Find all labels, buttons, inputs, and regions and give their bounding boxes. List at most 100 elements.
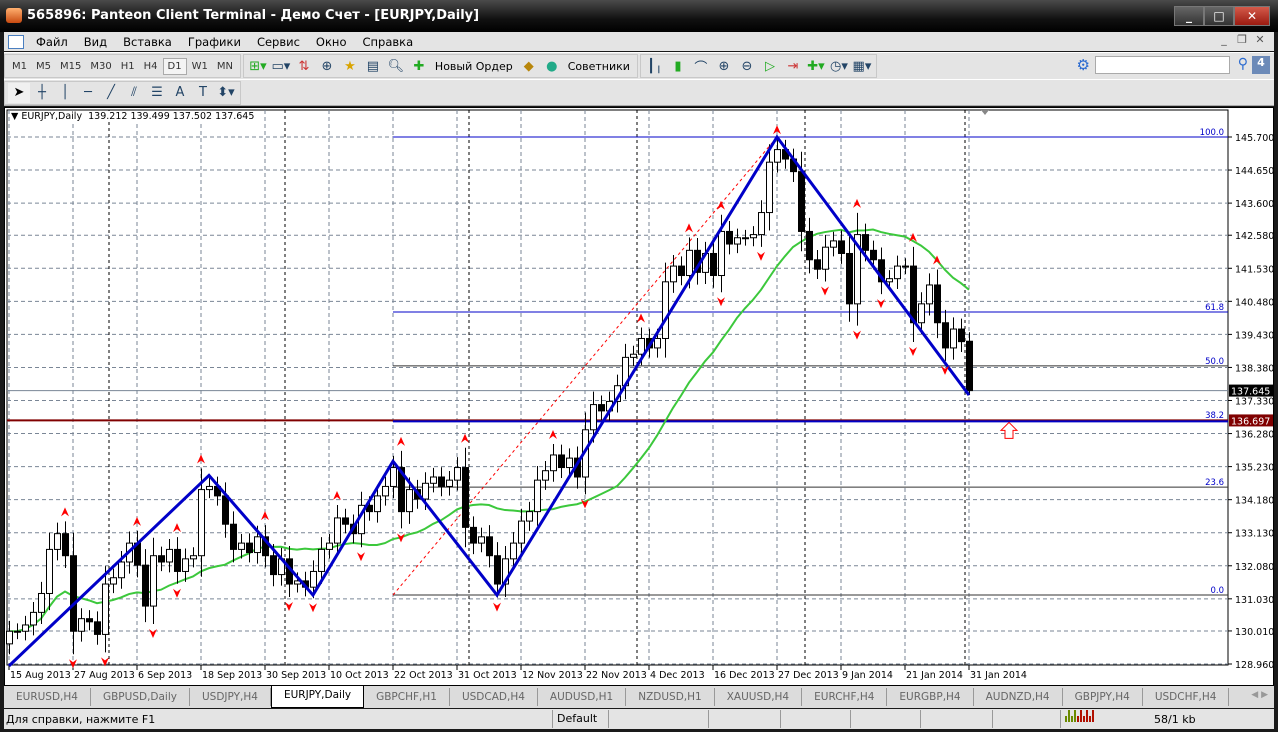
menu-insert[interactable]: Вставка	[123, 34, 172, 49]
maximize-button[interactable]: □	[1204, 6, 1234, 26]
fractal-up-arrow	[685, 223, 693, 233]
zoom-out-icon[interactable]: ⊖	[741, 58, 753, 74]
timeframe-d1[interactable]: D1	[162, 57, 187, 75]
candle	[894, 255, 901, 290]
templates-icon[interactable]: ▦▾	[852, 58, 872, 74]
candle	[734, 228, 741, 254]
candle	[950, 317, 957, 360]
tab-usdcad-h4[interactable]: USDCAD,H4	[450, 688, 538, 706]
search-input[interactable]	[1095, 56, 1230, 74]
chart-window-icon[interactable]	[8, 34, 24, 49]
menu-file[interactable]: Файл	[36, 34, 68, 49]
fibonacci-icon[interactable]: ☰	[151, 85, 163, 100]
menu-window[interactable]: Окно	[315, 34, 347, 49]
favorites-icon[interactable]: ★	[344, 58, 356, 74]
timeframe-m5[interactable]: M5	[36, 60, 51, 72]
arrows-icon[interactable]: ⬍▾	[217, 85, 235, 100]
tab-gbpjpy-h4[interactable]: GBPJPY,H4	[1063, 688, 1143, 706]
candle-body	[342, 517, 349, 525]
zoom-in-icon[interactable]: ⊕	[718, 58, 730, 74]
crosshair-tool-icon[interactable]: ┼	[38, 85, 46, 100]
tab-xauusd-h4[interactable]: XAUUSD,H4	[715, 688, 803, 706]
candle	[30, 601, 37, 636]
tab-eurgbp-h4[interactable]: EURGBP,H4	[887, 688, 974, 706]
mdi-minimize-button[interactable]: _	[1221, 33, 1227, 46]
candle	[510, 532, 517, 570]
auto-scroll-icon[interactable]: ▷	[764, 58, 775, 74]
status-help: Для справки, нажмите F1	[6, 712, 156, 726]
periods-icon[interactable]: ◷▾	[830, 58, 848, 74]
candle-body	[158, 555, 165, 563]
chart-info-label: ▼ EURJPY,Daily 139.212 139.499 137.502 1…	[11, 111, 257, 122]
mdi-close-button[interactable]: ✕	[1255, 33, 1265, 46]
tab-gbpusd-daily[interactable]: GBPUSD,Daily	[91, 688, 190, 706]
x-tick-label: 22 Nov 2013	[586, 670, 647, 681]
tab-eurjpy-daily[interactable]: EURJPY,Daily	[270, 686, 365, 708]
candle-body	[454, 467, 461, 481]
timeframe-h1[interactable]: H1	[120, 60, 135, 72]
candle-body	[502, 558, 509, 585]
minimize-button[interactable]: _	[1174, 6, 1204, 26]
tab-usdjpy-h4[interactable]: USDJPY,H4	[190, 688, 271, 706]
candle-body	[142, 564, 149, 607]
market-watch-icon[interactable]: ⇅	[298, 58, 310, 74]
candle-body	[262, 536, 269, 557]
tab-audusd-h1[interactable]: AUDUSD,H1	[538, 688, 627, 706]
timeframe-w1[interactable]: W1	[191, 60, 208, 72]
settings-gear-icon[interactable]: ⚙	[1076, 56, 1090, 74]
cursor-icon[interactable]: ➤	[8, 82, 30, 103]
indicators-icon[interactable]: ✚▾	[807, 58, 825, 74]
timeframe-mn[interactable]: MN	[216, 60, 233, 72]
chart-shift-icon[interactable]: ⇥	[787, 58, 799, 74]
menu-tools[interactable]: Сервис	[256, 34, 300, 49]
crosshair-icon[interactable]: ⊕	[321, 58, 333, 74]
text-icon[interactable]: A	[175, 85, 185, 100]
line-chart-icon[interactable]: ⌒	[694, 60, 708, 76]
candle	[910, 246, 917, 342]
candle	[630, 345, 637, 366]
new-order-icon[interactable]: ✚	[413, 58, 425, 74]
timeframe-h4[interactable]: H4	[143, 60, 158, 72]
metaeditor-icon[interactable]: ◆	[523, 58, 534, 74]
tab-usdchf-h4[interactable]: USDCHF,H4	[1143, 688, 1230, 706]
candle-body	[678, 265, 685, 277]
new-order-button[interactable]: Новый Ордер	[434, 59, 513, 73]
search-icon[interactable]: ⚲	[1237, 56, 1248, 72]
tab-gbpchf-h1[interactable]: GBPCHF,H1	[364, 688, 450, 706]
horizontal-line-icon[interactable]: ─	[84, 85, 92, 100]
x-tick-label: 22 Oct 2013	[394, 670, 453, 681]
close-button[interactable]: ✕	[1234, 6, 1270, 26]
tab-eurusd-h4[interactable]: EURUSD,H4	[4, 688, 91, 706]
profiles-icon[interactable]: ▭▾	[271, 58, 291, 74]
strategy-tester-icon[interactable]: 🔍︎	[387, 58, 405, 74]
bar-chart-icon[interactable]: ┃╷	[647, 58, 663, 74]
mdi-restore-button[interactable]: ❐	[1237, 33, 1247, 46]
trendline-icon[interactable]: ╱	[107, 85, 115, 100]
terminal-icon[interactable]: ▤	[366, 58, 380, 74]
tab-audnzd-h4[interactable]: AUDNZD,H4	[974, 688, 1063, 706]
menu-help[interactable]: Справка	[362, 34, 414, 49]
tab-scroll-arrows[interactable]: ◀ ▶	[1251, 690, 1268, 700]
candlestick-chart-icon[interactable]: ▮	[674, 58, 682, 74]
chart-window[interactable]: 145.700 144.650 143.600 142.580 141.530 140.4…	[4, 107, 1274, 686]
x-tick-label: 15 Aug 2013	[10, 670, 71, 681]
notifications-badge[interactable]: 4	[1252, 56, 1270, 74]
equidistant-channel-icon[interactable]: ⫽	[131, 85, 137, 100]
fib-trendline	[392, 136, 778, 596]
tab-nzdusd-h1[interactable]: NZDUSD,H1	[626, 688, 715, 706]
vertical-line-icon[interactable]: │	[61, 85, 69, 100]
menu-view[interactable]: Вид	[83, 34, 108, 49]
experts-button[interactable]: Советники	[567, 59, 630, 73]
menu-charts[interactable]: Графики	[187, 34, 241, 49]
candle-body	[814, 259, 821, 270]
timeframe-m15[interactable]: M15	[60, 60, 82, 72]
candle-body	[894, 265, 901, 280]
text-label-icon[interactable]: T	[199, 85, 207, 100]
y-tick-label: 143.600	[1235, 199, 1273, 210]
experts-icon[interactable]: ●	[546, 58, 558, 74]
timeframe-m30[interactable]: M30	[90, 60, 112, 72]
tab-eurchf-h4[interactable]: EURCHF,H4	[802, 688, 888, 706]
price-chart[interactable]: 145.700 144.650 143.600 142.580 141.530 140.4…	[5, 108, 1274, 685]
new-chart-icon[interactable]: ⊞▾	[249, 58, 267, 74]
timeframe-m1[interactable]: M1	[12, 60, 27, 72]
